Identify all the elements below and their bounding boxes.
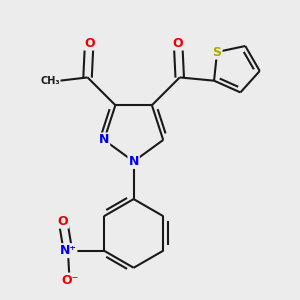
Text: N: N (99, 134, 109, 146)
Text: N⁺: N⁺ (59, 244, 76, 257)
Text: N: N (128, 155, 139, 168)
Text: O⁻: O⁻ (61, 274, 78, 286)
Text: S: S (213, 46, 222, 59)
Text: O: O (173, 37, 183, 50)
Text: CH₃: CH₃ (40, 76, 60, 86)
Text: O: O (58, 215, 68, 228)
Text: O: O (84, 37, 94, 50)
